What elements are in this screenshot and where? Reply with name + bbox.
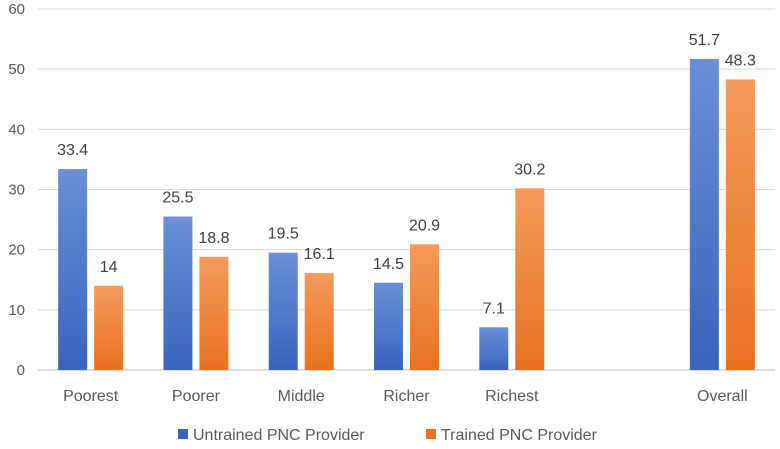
data-label: 16.1 [304,246,335,263]
x-category-label: Middle [278,388,325,405]
x-category-label: Richest [485,388,539,405]
bar [199,256,229,370]
bar [304,273,334,370]
data-label: 19.5 [268,226,299,243]
data-label: 33.4 [57,142,88,159]
bar [515,188,545,370]
bar [689,58,719,371]
legend: Untrained PNC Provider Trained PNC Provid… [178,427,598,444]
bar [163,216,193,370]
bar [479,327,509,370]
bar [268,252,298,370]
y-tick-label: 30 [8,182,25,199]
legend-swatch [426,429,436,439]
x-category-label: Overall [697,388,748,405]
bar [58,169,88,370]
y-tick-label: 40 [8,121,25,138]
y-tick-label: 10 [8,302,25,319]
data-label: 14.5 [373,256,404,273]
y-tick-label: 0 [17,362,25,379]
legend-label: Trained PNC Provider [441,427,598,444]
x-axis-categories: Poorest Poorer Middle Richer Richest Overall [63,388,748,405]
bar [410,244,439,370]
data-label: 14 [100,259,118,276]
legend-swatch [178,429,188,439]
data-label: 18.8 [198,230,229,247]
data-label: 25.5 [162,190,193,207]
bar [94,285,124,370]
data-label: 20.9 [409,217,440,234]
x-category-label: Poorer [172,388,221,405]
x-category-label: Poorest [63,388,119,405]
y-axis-ticks: 0 10 20 30 40 50 60 [8,1,25,379]
legend-label: Untrained PNC Provider [193,427,365,444]
y-tick-label: 20 [8,242,25,259]
data-label: 48.3 [725,52,756,69]
data-label: 51.7 [689,32,720,49]
bar [725,79,755,371]
gridlines [38,8,775,371]
x-category-label: Richer [383,388,430,405]
y-tick-label: 60 [8,1,25,18]
data-labels: 33.4 14 25.5 18.8 19.5 16.1 14.5 20.9 7.1 30.2 51.… [57,32,756,317]
data-label: 7.1 [483,300,505,317]
data-label: 30.2 [514,161,545,178]
y-tick-label: 50 [8,61,25,78]
bar [374,282,403,370]
bars [58,58,755,371]
